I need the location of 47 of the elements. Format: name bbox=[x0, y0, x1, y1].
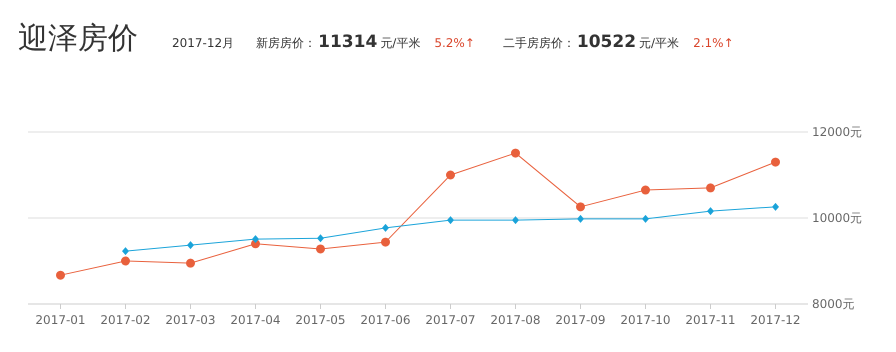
x-tick-label: 2017-03 bbox=[165, 313, 216, 327]
x-tick-label: 2017-05 bbox=[295, 313, 346, 327]
point bbox=[576, 202, 585, 212]
x-tick-label: 2017-09 bbox=[555, 313, 606, 327]
text: 二手房房价： bbox=[502, 36, 575, 50]
point bbox=[316, 244, 325, 254]
point bbox=[512, 216, 519, 224]
point bbox=[56, 270, 65, 280]
text: 5.2%↑ bbox=[434, 36, 475, 50]
point bbox=[706, 183, 715, 192]
point bbox=[771, 158, 780, 167]
x-tick-label: 2017-02 bbox=[100, 313, 151, 327]
x-tick-label: 2017-12 bbox=[750, 313, 801, 327]
point bbox=[642, 214, 649, 223]
y-tick-label: 12000元 bbox=[812, 125, 862, 139]
point bbox=[447, 216, 454, 224]
point bbox=[186, 258, 195, 268]
point bbox=[317, 234, 324, 242]
text: 元/平米 bbox=[639, 36, 680, 50]
text: 11314 bbox=[318, 32, 378, 52]
y-tick-label: 10000元 bbox=[812, 211, 862, 225]
point bbox=[446, 170, 455, 180]
point bbox=[122, 247, 129, 256]
chart-title: 迎泽房价 bbox=[18, 21, 138, 56]
point bbox=[252, 235, 259, 244]
text: 2017-12月 bbox=[172, 36, 234, 50]
text: 新房房价： bbox=[256, 36, 316, 50]
x-tick-label: 2017-07 bbox=[425, 313, 476, 327]
x-tick-label: 2017-04 bbox=[230, 313, 281, 327]
point bbox=[577, 214, 584, 223]
x-tick-label: 2017-11 bbox=[685, 313, 736, 327]
x-tick-label: 2017-01 bbox=[35, 313, 86, 327]
x-tick-label: 2017-10 bbox=[620, 313, 671, 327]
point bbox=[772, 202, 779, 211]
text: 元/平米 bbox=[380, 36, 420, 50]
y-tick-label: 8000元 bbox=[812, 297, 855, 311]
point bbox=[187, 241, 194, 250]
point bbox=[121, 256, 130, 266]
point bbox=[381, 238, 390, 247]
text: 2.1%↑ bbox=[693, 36, 734, 50]
text: 10522 bbox=[576, 32, 636, 52]
point bbox=[707, 207, 714, 216]
point bbox=[641, 186, 650, 195]
point bbox=[511, 148, 520, 158]
x-tick-label: 2017-08 bbox=[490, 313, 541, 327]
x-tick-label: 2017-06 bbox=[360, 313, 411, 327]
point bbox=[382, 224, 389, 232]
